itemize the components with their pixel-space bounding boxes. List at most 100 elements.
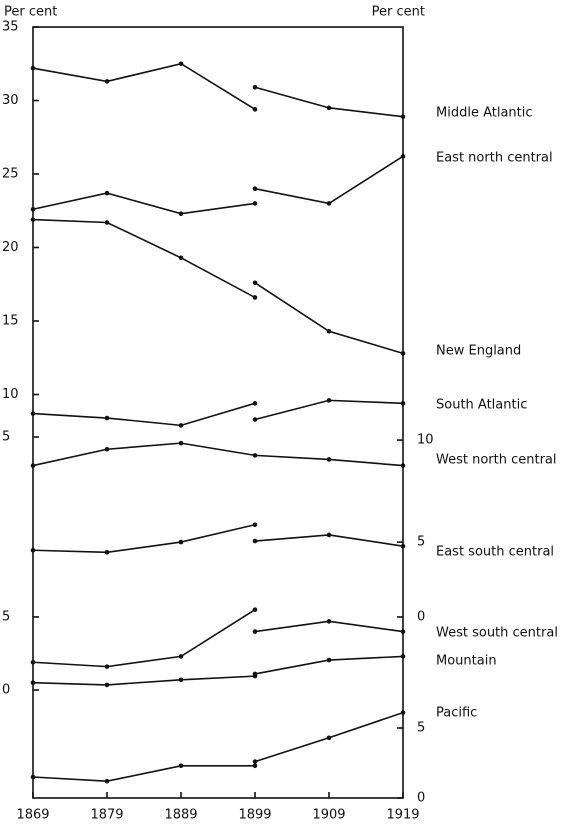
data-point [30, 680, 36, 685]
series-line [32, 155, 404, 215]
data-point [104, 190, 110, 196]
series-label: Pacific [436, 706, 477, 721]
data-point [178, 423, 184, 428]
y-tick-label: 15 [2, 314, 19, 329]
data-point [104, 79, 110, 84]
data-point [252, 417, 258, 422]
series-label: South Atlantic [436, 398, 527, 413]
series-label: East south central [436, 545, 554, 560]
series-line [32, 655, 404, 686]
data-point [326, 398, 332, 403]
data-point [400, 710, 406, 715]
series-label: West south central [436, 626, 558, 641]
data-point [400, 463, 406, 468]
data-point [252, 401, 258, 406]
data-point [30, 659, 36, 665]
series-line [32, 442, 404, 467]
data-point [104, 220, 110, 225]
data-point [326, 105, 332, 111]
data-point [252, 280, 258, 286]
series-line [32, 523, 404, 554]
data-point [104, 682, 110, 688]
data-point [252, 84, 258, 90]
data-point [326, 328, 332, 334]
data-point [104, 778, 110, 784]
y-tick-label: 30 [2, 93, 19, 108]
series-label: New England [436, 344, 521, 359]
data-point [178, 61, 184, 67]
data-point [178, 654, 184, 659]
data-point [400, 114, 406, 119]
y2-tick-label: 5 [417, 535, 425, 550]
y2-tick-label: 0 [417, 609, 425, 624]
data-point [326, 532, 332, 538]
x-tick-label: 1909 [312, 808, 345, 823]
x-tick-label: 1919 [386, 808, 419, 823]
y-tick-label: 0 [2, 683, 10, 698]
data-point [326, 201, 332, 206]
series-label: West north central [436, 453, 557, 468]
data-point [30, 411, 36, 416]
series-label: East north central [436, 151, 553, 166]
data-point [252, 607, 258, 612]
data-point [178, 763, 184, 769]
y-tick-label: 5 [2, 430, 10, 445]
y2-tick-label: 0 [417, 791, 425, 806]
data-point [30, 774, 36, 780]
data-point [30, 217, 36, 222]
plot-frame [32, 26, 404, 799]
series-line [32, 62, 404, 118]
data-point [252, 759, 258, 764]
series-line [32, 608, 404, 668]
data-point [252, 522, 258, 528]
data-point [252, 629, 258, 634]
data-point [104, 415, 110, 421]
x-tick-label: 1889 [164, 808, 197, 823]
data-point [326, 457, 332, 462]
x-tick-label: 1869 [16, 808, 49, 823]
data-point [178, 677, 184, 683]
data-point [400, 401, 406, 406]
y-tick-label: 20 [2, 240, 19, 255]
y2-tick-label: 10 [417, 433, 434, 448]
series-line [32, 711, 404, 783]
series-label: Mountain [436, 654, 497, 669]
data-point [400, 154, 406, 159]
y-tick-label: 25 [2, 167, 19, 182]
data-point [252, 671, 258, 677]
data-point [252, 186, 258, 191]
data-point [178, 211, 184, 216]
data-point [30, 65, 36, 71]
data-point [326, 619, 332, 624]
data-point [252, 453, 258, 458]
x-tick-label: 1899 [238, 808, 271, 823]
data-point [252, 295, 258, 300]
data-point [252, 107, 258, 112]
data-point [252, 763, 258, 769]
data-point [400, 543, 406, 549]
y2-tick-label: 5 [417, 721, 425, 736]
data-point [104, 664, 110, 669]
data-point [104, 446, 110, 452]
y-tick-label: 5 [2, 609, 10, 624]
data-point [252, 201, 258, 206]
data-point [400, 629, 406, 634]
data-point [30, 206, 36, 212]
data-point [104, 549, 110, 555]
data-point [178, 539, 184, 545]
data-point [326, 735, 332, 741]
y-tick-label: 10 [2, 387, 19, 402]
data-point [30, 547, 36, 553]
data-point [400, 351, 406, 356]
data-point [400, 654, 406, 659]
y-axis-label: Per cent [4, 5, 57, 20]
data-point [252, 538, 258, 544]
series-line [32, 399, 404, 427]
x-tick-label: 1879 [90, 808, 123, 823]
series-label: Middle Atlantic [436, 106, 533, 121]
series-line [32, 218, 404, 355]
data-point [178, 440, 184, 446]
data-point [178, 255, 184, 261]
data-point [30, 463, 36, 468]
